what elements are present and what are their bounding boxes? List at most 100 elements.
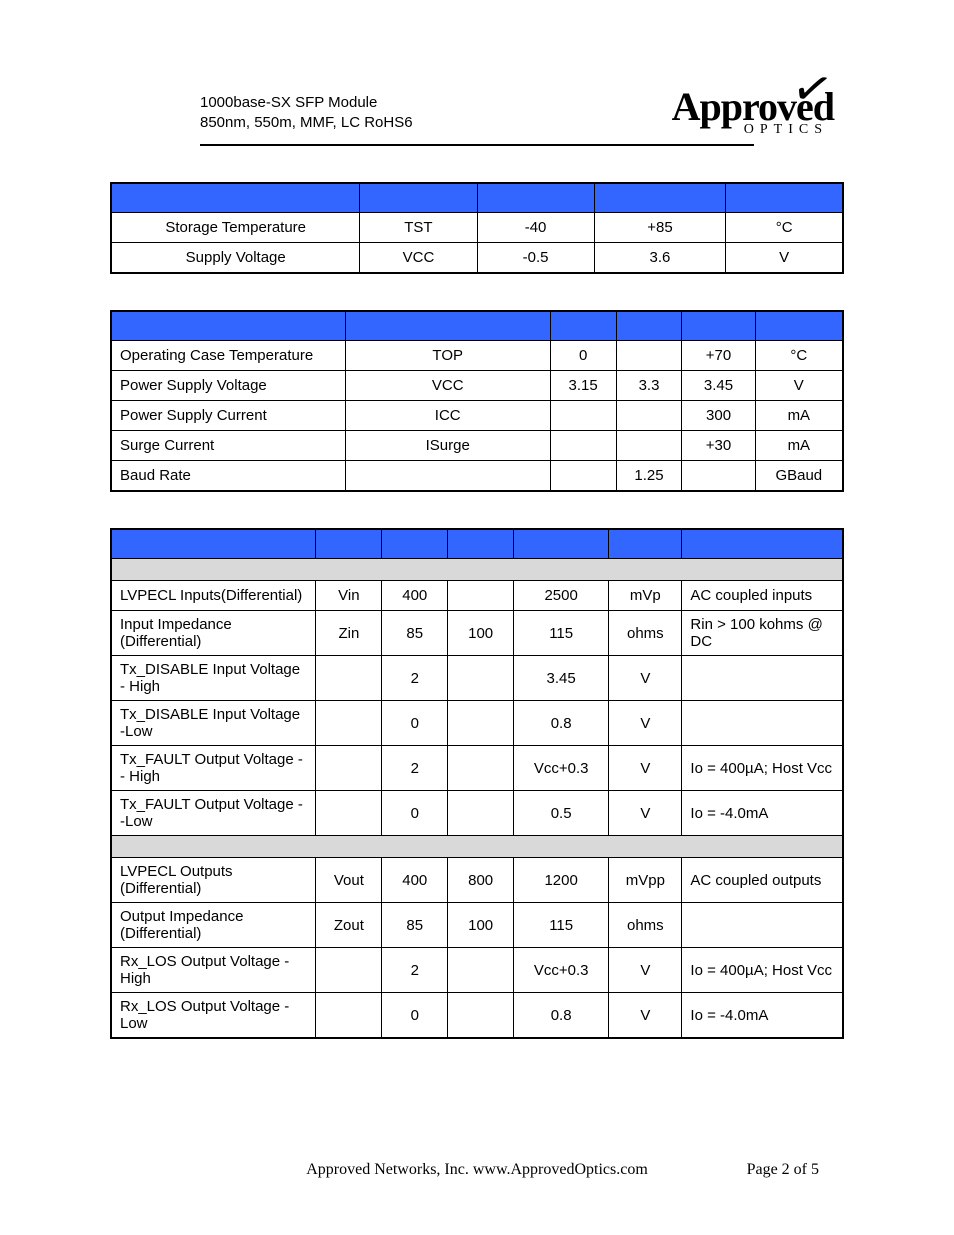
table-cell: V: [609, 701, 682, 746]
table-header: [682, 311, 755, 341]
table-cell: V: [609, 746, 682, 791]
table-cell: Input Impedance (Differential): [111, 611, 316, 656]
table-row: Tx_FAULT Output Voltage --Low 0 0.5VIo = -…: [111, 791, 843, 836]
table-row: Tx_FAULT Output Voltage -- High2Vcc+0.3V…: [111, 746, 843, 791]
table-cell: [316, 701, 382, 746]
table-cell: 800: [448, 858, 514, 903]
table-cell: [316, 993, 382, 1039]
doc-header: 1000base-SX SFP Module 850nm, 550m, MMF,…: [110, 90, 844, 136]
table-cell: Tx_DISABLE Input Voltage - High: [111, 656, 316, 701]
table-header: [594, 183, 726, 213]
table-cell: AC coupled inputs: [682, 581, 843, 611]
table-cell: TST: [360, 213, 477, 243]
table-cell: 1.25: [616, 461, 682, 491]
section-row: [111, 836, 843, 858]
table-row: LVPECL Outputs (Differential)Vout4008001…: [111, 858, 843, 903]
table-cell: [616, 341, 682, 371]
table-cell: Tx_DISABLE Input Voltage -Low: [111, 701, 316, 746]
table-cell: 3.15: [550, 371, 616, 401]
table-cell: VCC: [360, 243, 477, 273]
operating-table: Operating Case TemperatureTOP0+70°CPower…: [110, 310, 844, 492]
table-cell: mVp: [609, 581, 682, 611]
table-cell: Io = -4.0mA: [682, 791, 843, 836]
table-cell: 0: [550, 341, 616, 371]
table-cell: -0.5: [477, 243, 594, 273]
table-cell: Tx_FAULT Output Voltage --Low: [111, 791, 316, 836]
table-cell: 0: [382, 791, 448, 836]
table-cell: [616, 401, 682, 431]
table-cell: [316, 791, 382, 836]
table-cell: Rin > 100 kohms @ DC: [682, 611, 843, 656]
table-row: LVPECL Inputs(Differential)Vin4002500mVp…: [111, 581, 843, 611]
table-cell: [448, 701, 514, 746]
table-cell: 100: [448, 903, 514, 948]
table-cell: 0: [382, 993, 448, 1039]
table-cell: [448, 746, 514, 791]
table-cell: V: [609, 656, 682, 701]
header-rule: [200, 144, 754, 146]
table-cell: +30: [682, 431, 755, 461]
table-cell: 115: [514, 611, 609, 656]
header-line2: 850nm, 550m, MMF, LC RoHS6: [200, 113, 413, 133]
table-header: [477, 183, 594, 213]
table-header: [111, 529, 316, 559]
table-cell: TOP: [345, 341, 550, 371]
table-cell: Rx_LOS Output Voltage - High: [111, 948, 316, 993]
table-cell: Tx_FAULT Output Voltage -- High: [111, 746, 316, 791]
table-cell: Zin: [316, 611, 382, 656]
table-row: Tx_DISABLE Input Voltage -Low00.8V: [111, 701, 843, 746]
table-header: [550, 311, 616, 341]
table-cell: Rx_LOS Output Voltage -Low: [111, 993, 316, 1039]
table-row: Input Impedance (Differential)Zin8510011…: [111, 611, 843, 656]
table-row: Rx_LOS Output Voltage -Low00.8VIo = -4.0…: [111, 993, 843, 1039]
table-cell: Io = -4.0mA: [682, 993, 843, 1039]
logo-top: Approved ✓: [672, 90, 834, 124]
electrical-table: LVPECL Inputs(Differential)Vin4002500mVp…: [110, 528, 844, 1040]
abs-max-table: Storage TemperatureTST-40+85°CSupply Vol…: [110, 182, 844, 274]
table-cell: 0.5: [514, 791, 609, 836]
table-row: Supply VoltageVCC-0.53.6V: [111, 243, 843, 273]
table-cell: [448, 791, 514, 836]
header-text: 1000base-SX SFP Module 850nm, 550m, MMF,…: [200, 93, 413, 134]
table-cell: 2: [382, 656, 448, 701]
table-cell: Storage Temperature: [111, 213, 360, 243]
table-cell: mVpp: [609, 858, 682, 903]
table-cell: mA: [755, 401, 843, 431]
table-cell: ISurge: [345, 431, 550, 461]
table-cell: [616, 431, 682, 461]
table-cell: 0: [382, 701, 448, 746]
table-cell: Surge Current: [111, 431, 345, 461]
table-cell: [316, 948, 382, 993]
table-cell: V: [609, 948, 682, 993]
table-cell: [682, 461, 755, 491]
logo: Approved ✓ OPTICS: [672, 90, 834, 136]
table-cell: 400: [382, 858, 448, 903]
table-cell: 115: [514, 903, 609, 948]
table-cell: ohms: [609, 903, 682, 948]
table-cell: Baud Rate: [111, 461, 345, 491]
table-cell: 85: [382, 611, 448, 656]
table-header: [111, 311, 345, 341]
section-label: [111, 559, 843, 581]
table-cell: Output Impedance (Differential): [111, 903, 316, 948]
table-header: [682, 529, 843, 559]
table-cell: 2: [382, 746, 448, 791]
table-cell: -40: [477, 213, 594, 243]
header-line1: 1000base-SX SFP Module: [200, 93, 413, 113]
table-cell: [448, 581, 514, 611]
table-cell: 3.6: [594, 243, 726, 273]
table-cell: ICC: [345, 401, 550, 431]
table-cell: V: [609, 791, 682, 836]
table-row: Surge CurrentISurge+30mA: [111, 431, 843, 461]
table-cell: 85: [382, 903, 448, 948]
table-header: [616, 311, 682, 341]
table-cell: V: [755, 371, 843, 401]
table-row: Rx_LOS Output Voltage - High2Vcc+0.3VIo …: [111, 948, 843, 993]
table-cell: LVPECL Inputs(Differential): [111, 581, 316, 611]
table-row: Tx_DISABLE Input Voltage - High23.45V: [111, 656, 843, 701]
table-cell: Operating Case Temperature: [111, 341, 345, 371]
footer: Approved Networks, Inc. www.ApprovedOpti…: [0, 1161, 954, 1179]
table-cell: VCC: [345, 371, 550, 401]
table-cell: [345, 461, 550, 491]
table-cell: [550, 431, 616, 461]
